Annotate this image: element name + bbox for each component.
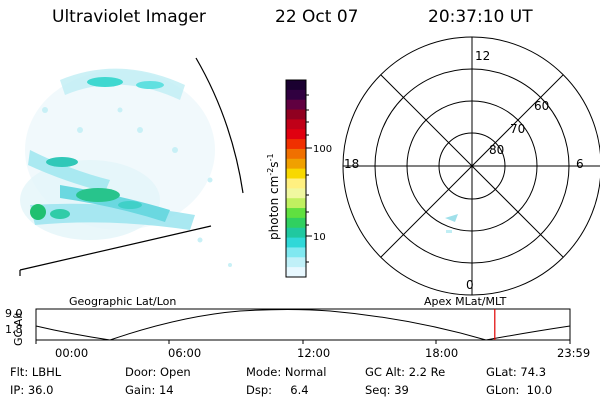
instrument-title: Ultraviolet Imager <box>52 7 206 27</box>
timeline-xtick-3: 18:00 <box>425 346 459 360</box>
timeline-ylabel: GC Alt <box>12 311 25 346</box>
colorbar-cell <box>286 158 306 170</box>
colorbar-tick-low: 10 <box>313 232 326 243</box>
timeline-xtick-0: 00:00 <box>55 346 89 360</box>
info-dsp: Dsp: 6.4 <box>246 383 309 397</box>
info-filter: Flt: LBHL <box>10 365 62 379</box>
colorbar-cell <box>286 198 306 209</box>
info-gc-alt: GC Alt: 2.2 Re <box>365 365 446 379</box>
polar-label-80: 80 <box>489 143 504 157</box>
polar-label-18: 18 <box>344 157 359 171</box>
timeline-ymin: 1.8 <box>5 323 23 336</box>
colorbar-cell <box>286 217 306 229</box>
info-door: Door: Open <box>125 365 191 379</box>
info-seq: Seq: 39 <box>365 383 409 397</box>
colorbar-cell <box>286 227 306 239</box>
timeline-xtick-2: 12:00 <box>297 346 331 360</box>
colorbar-cell <box>286 148 306 160</box>
colorbar-cell <box>286 89 306 101</box>
colorbar-cell <box>286 247 306 258</box>
info-glon: GLon: 10.0 <box>486 383 553 397</box>
colorbar-cell <box>286 139 306 150</box>
colorbar-cell <box>286 178 306 189</box>
observation-date: 22 Oct 07 <box>275 7 359 27</box>
colorbar-cell <box>286 129 306 140</box>
colorbar-cell <box>286 257 306 268</box>
info-mode: Mode: Normal <box>246 365 327 379</box>
info-gain: Gain: 14 <box>125 383 174 397</box>
polar-label-60: 60 <box>534 99 549 113</box>
colorbar-cell <box>286 99 306 111</box>
colorbar-cell <box>286 168 306 179</box>
timeline-xtick-4: 23:59 <box>557 346 591 360</box>
polar-label-70: 70 <box>510 122 525 136</box>
polar-label-0: 0 <box>466 278 474 292</box>
colorbar-cell <box>286 80 306 91</box>
colorbar-cell <box>286 208 306 219</box>
info-ip: IP: 36.0 <box>10 383 54 397</box>
colorbar-cell <box>286 119 306 130</box>
colorbar-cell <box>286 109 306 120</box>
colorbar-cell <box>286 188 306 199</box>
colorbar-cell <box>286 237 306 248</box>
timeline-right-title: Apex MLat/MLT <box>424 295 507 308</box>
timeline-xtick-1: 06:00 <box>168 346 202 360</box>
polar-label-6: 6 <box>576 157 584 171</box>
colorbar-cell <box>286 267 306 278</box>
info-glat: GLat: 74.3 <box>486 365 547 379</box>
colorbar-tick-high: 100 <box>313 144 332 155</box>
colorbar-unit-label: photon cm-2s-1 <box>266 153 281 240</box>
observation-time: 20:37:10 UT <box>428 7 533 27</box>
polar-label-12: 12 <box>475 49 490 63</box>
timeline-ymax: 9.0 <box>5 307 23 320</box>
timeline-left-title: Geographic Lat/Lon <box>69 295 177 308</box>
